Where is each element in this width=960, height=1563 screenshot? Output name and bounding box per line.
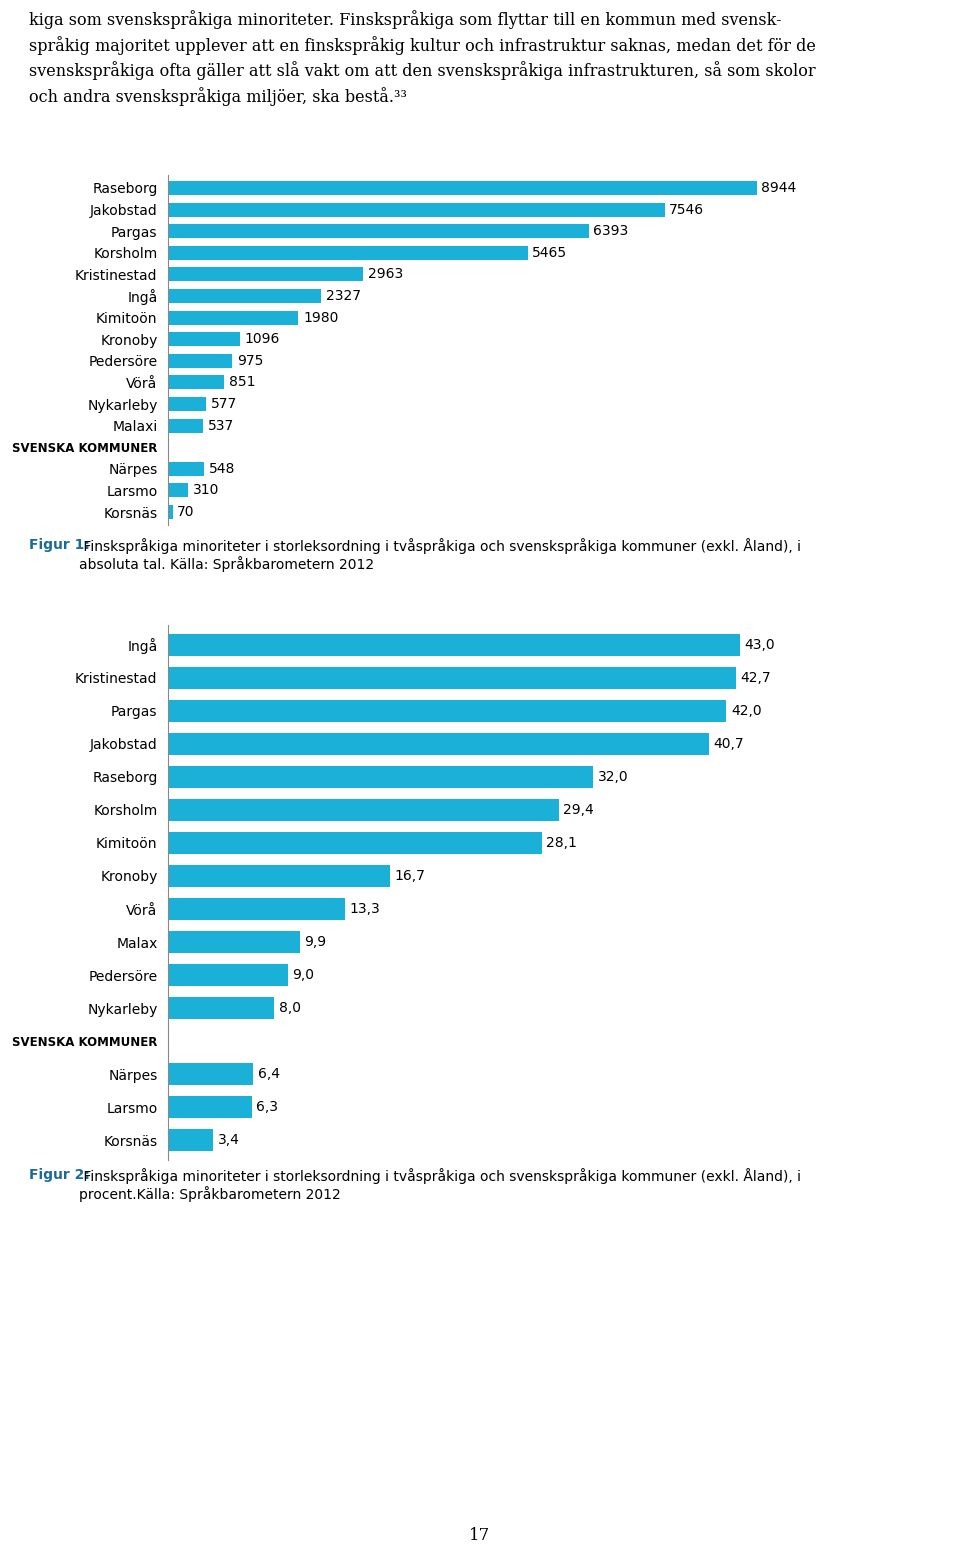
Text: 43,0: 43,0 — [744, 638, 775, 652]
Text: 9,9: 9,9 — [304, 935, 326, 949]
Bar — [168, 203, 664, 217]
Text: kiga som svenskspråkiga minoriteter. Finskspråkiga som flyttar till en kommun me: kiga som svenskspråkiga minoriteter. Fin… — [29, 9, 816, 106]
Text: 6393: 6393 — [593, 224, 629, 238]
Text: Finskspråkiga minoriteter i storleksordning i tvåspråkiga och svenskspråkiga kom: Finskspråkiga minoriteter i storleksordn… — [80, 538, 802, 572]
Text: 17: 17 — [469, 1527, 491, 1544]
Bar — [168, 832, 541, 853]
Text: 16,7: 16,7 — [395, 869, 425, 883]
Bar — [168, 224, 588, 238]
Text: 29,4: 29,4 — [564, 803, 594, 817]
Text: 6,3: 6,3 — [256, 1100, 278, 1114]
Bar — [168, 733, 709, 755]
Text: 8944: 8944 — [761, 181, 797, 195]
Text: 70: 70 — [178, 505, 195, 519]
Text: 548: 548 — [208, 461, 235, 475]
Text: 7546: 7546 — [669, 203, 705, 217]
Bar — [168, 397, 206, 411]
Text: 5465: 5465 — [533, 245, 567, 259]
Text: 8,0: 8,0 — [279, 1000, 301, 1014]
Text: Figur 1:: Figur 1: — [29, 538, 89, 552]
Text: 537: 537 — [208, 419, 234, 433]
Bar — [168, 181, 756, 195]
Bar — [168, 932, 300, 953]
Text: 6,4: 6,4 — [257, 1068, 279, 1082]
Bar — [168, 483, 188, 497]
Text: 42,7: 42,7 — [740, 671, 771, 685]
Text: 975: 975 — [237, 353, 263, 367]
Text: 28,1: 28,1 — [546, 836, 577, 850]
Bar — [168, 375, 224, 389]
Text: 310: 310 — [193, 483, 220, 497]
Text: Finskspråkiga minoriteter i storleksordning i tvåspråkiga och svenskspråkiga kom: Finskspråkiga minoriteter i storleksordn… — [80, 1168, 802, 1202]
Bar — [168, 997, 275, 1019]
Bar — [168, 1096, 252, 1118]
Text: 1096: 1096 — [245, 333, 280, 345]
Bar — [168, 700, 727, 722]
Bar — [168, 311, 299, 325]
Bar — [168, 1130, 213, 1150]
Text: 577: 577 — [210, 397, 237, 411]
Bar — [168, 353, 232, 367]
Bar — [168, 899, 345, 919]
Text: 851: 851 — [228, 375, 255, 389]
Text: 3,4: 3,4 — [218, 1133, 240, 1147]
Text: 32,0: 32,0 — [598, 771, 629, 785]
Text: 2963: 2963 — [368, 267, 403, 281]
Bar — [168, 635, 739, 655]
Bar — [168, 333, 240, 347]
Text: 40,7: 40,7 — [713, 736, 744, 750]
Text: Figur 2:: Figur 2: — [29, 1168, 89, 1182]
Bar — [168, 461, 204, 475]
Text: 42,0: 42,0 — [731, 703, 761, 717]
Text: 1980: 1980 — [303, 311, 338, 325]
Bar — [168, 667, 735, 689]
Bar — [168, 245, 528, 259]
Bar — [168, 419, 204, 433]
Bar — [168, 289, 322, 303]
Bar — [168, 964, 288, 986]
Text: 13,3: 13,3 — [349, 902, 380, 916]
Bar — [168, 1063, 253, 1085]
Bar — [168, 267, 363, 281]
Bar — [168, 799, 559, 821]
Bar — [168, 505, 173, 519]
Bar — [168, 866, 390, 886]
Text: 9,0: 9,0 — [292, 967, 314, 982]
Bar — [168, 766, 593, 788]
Text: 2327: 2327 — [325, 289, 361, 303]
